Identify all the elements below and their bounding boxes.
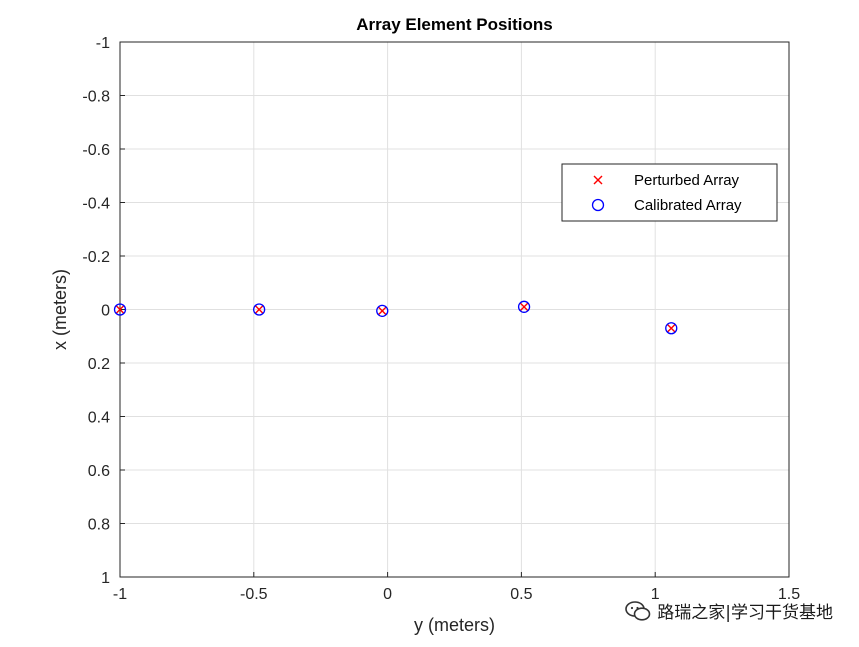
- x-tick-label: -1: [113, 586, 127, 603]
- perturbed-point: [666, 323, 676, 333]
- y-tick-label: -0.8: [82, 89, 110, 106]
- x-tick-label: 1.5: [778, 586, 800, 603]
- x-tick-label: 0: [383, 586, 392, 603]
- calibrated-point: [253, 303, 266, 316]
- wechat-icon: [625, 600, 651, 621]
- y-tick-label: -0.2: [82, 249, 110, 266]
- watermark: 路瑞之家|学习干货基地: [625, 598, 833, 623]
- watermark-text: 路瑞之家|学习干货基地: [657, 603, 833, 623]
- legend-label: Perturbed Array: [634, 172, 740, 189]
- legend-label: Calibrated Array: [634, 197, 742, 214]
- x-axis-title: y (meters): [414, 615, 495, 635]
- data-points: [113, 300, 678, 335]
- legend-marker-calibrated: [591, 198, 605, 212]
- calibrated-point: [517, 300, 531, 313]
- y-tick-label: 0.2: [88, 356, 110, 373]
- y-tick-label: 0: [101, 303, 110, 320]
- chart-title: Array Element Positions: [356, 15, 553, 34]
- y-tick-label: 0.8: [88, 517, 110, 534]
- calibrated-point: [113, 303, 127, 316]
- x-tick-label: 1: [651, 586, 660, 603]
- calibrated-point: [665, 322, 678, 335]
- legend-marker-perturbed: [593, 175, 603, 185]
- x-tick-label: -0.5: [240, 586, 268, 603]
- perturbed-point: [115, 305, 125, 314]
- y-tick-label: 1: [101, 570, 110, 587]
- perturbed-point: [377, 306, 387, 316]
- y-tick-label: -0.4: [82, 196, 110, 213]
- y-tick-label: 0.4: [88, 410, 110, 427]
- grid: [119, 41, 790, 578]
- calibrated-point: [376, 304, 389, 317]
- y-axis-title: x (meters): [50, 269, 70, 350]
- legend-box: [561, 163, 778, 222]
- y-tick-label: 0.6: [88, 463, 110, 480]
- y-tick-label: -1: [96, 35, 110, 52]
- perturbed-point: [254, 305, 264, 314]
- ticks: -1 -0.5 0 0.5 1 1.5 -1 -0.8 -0.6 -0.4 -0.2 0 0.2 0.4 0…: [82, 35, 800, 603]
- x-tick-label: 0.5: [510, 586, 532, 603]
- legend: Perturbed Array Calibrated Array: [561, 163, 778, 222]
- y-tick-label: -0.6: [82, 142, 110, 159]
- perturbed-point: [519, 302, 529, 312]
